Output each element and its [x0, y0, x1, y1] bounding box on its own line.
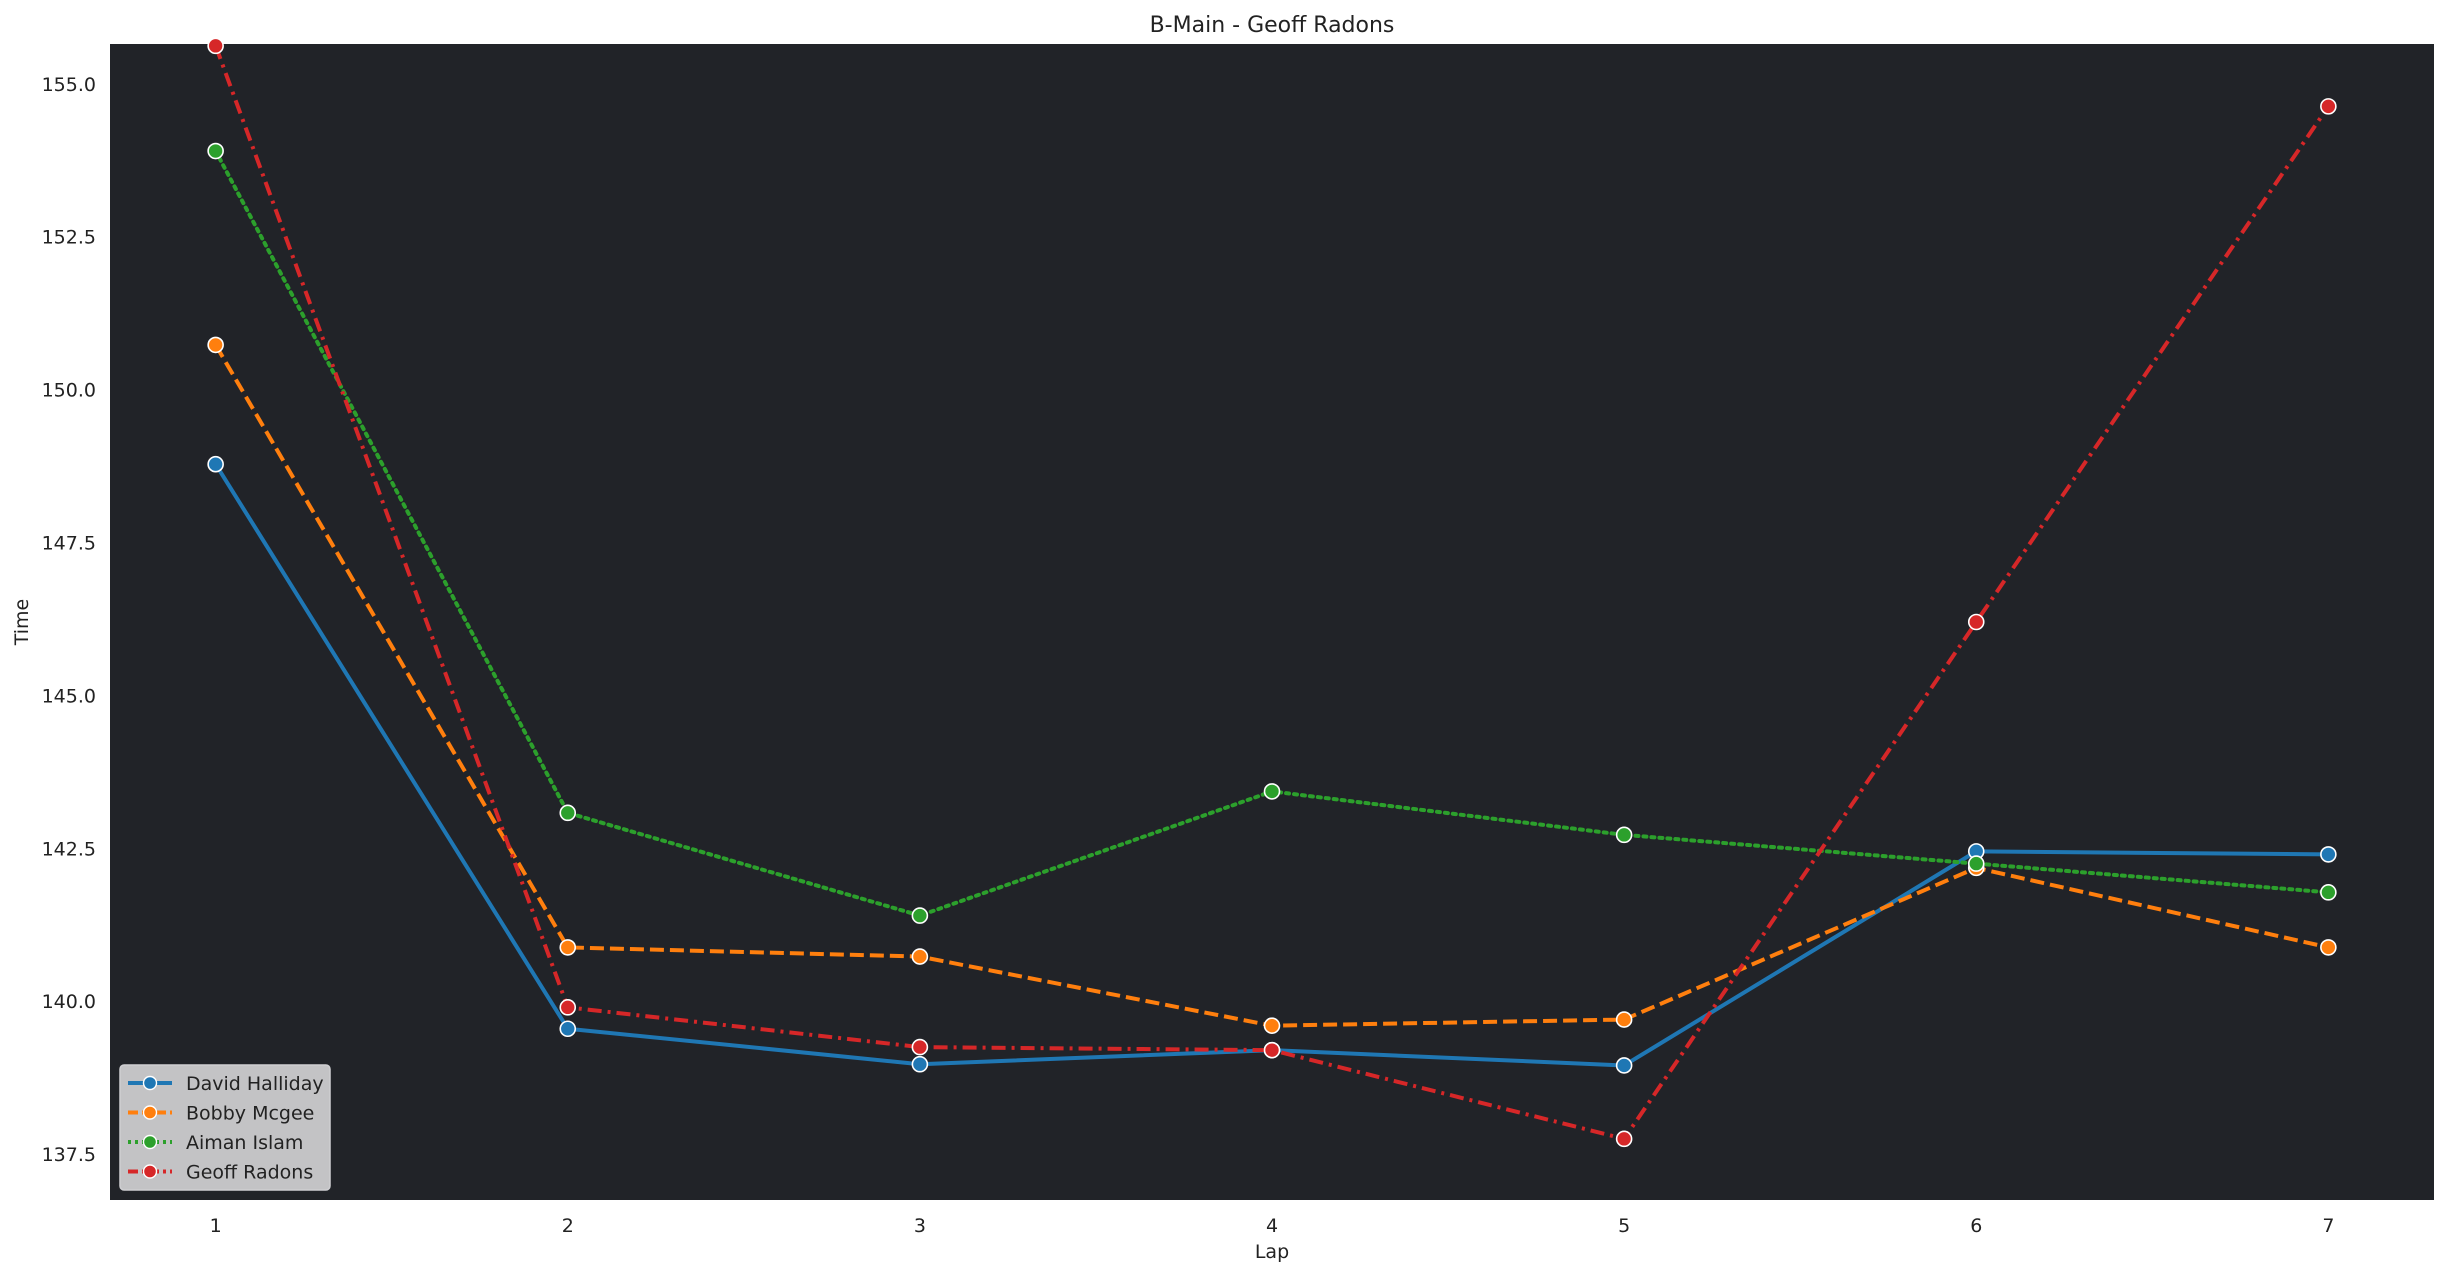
data-point: [2320, 939, 2337, 956]
data-point: [2320, 846, 2337, 863]
legend-item: Geoff Radons: [128, 1162, 313, 1184]
x-axis: 1 2 3 4 5 6 7: [210, 1215, 2335, 1237]
legend-label: David Halliday: [186, 1073, 324, 1095]
data-point: [2320, 884, 2337, 901]
data-point: [559, 1020, 577, 1038]
data-point: [207, 336, 224, 354]
data-point: [1967, 613, 1985, 631]
y-axis-label: Time: [11, 599, 33, 647]
data-point: [1615, 1130, 1633, 1148]
legend-item: Bobby Mcgee: [128, 1103, 314, 1125]
legend-label: Bobby Mcgee: [186, 1103, 314, 1125]
data-point: [1615, 826, 1633, 844]
data-point: [207, 455, 224, 473]
data-point: [1263, 1041, 1281, 1059]
x-tick-label: 1: [210, 1215, 222, 1237]
chart-title: B-Main - Geoff Radons: [1150, 13, 1395, 38]
data-point: [1263, 783, 1281, 800]
y-tick-label: 145.0: [42, 685, 96, 707]
data-point: [559, 804, 577, 822]
data-point: [2320, 98, 2337, 115]
legend-label: Aiman Islam: [186, 1132, 303, 1154]
data-point: [1967, 855, 1985, 872]
x-tick-label: 5: [1618, 1215, 1630, 1237]
y-tick-label: 137.5: [42, 1144, 96, 1166]
y-tick-label: 155.0: [42, 74, 96, 96]
data-point: [911, 1038, 929, 1056]
data-point: [1263, 1017, 1281, 1034]
x-tick-label: 6: [1970, 1215, 1982, 1237]
y-tick-label: 147.5: [42, 532, 96, 554]
y-tick-label: 152.5: [42, 227, 96, 249]
x-tick-label: 2: [562, 1215, 574, 1237]
legend-item: Aiman Islam: [128, 1132, 303, 1154]
legend-box: [119, 1064, 331, 1191]
y-axis: 137.5 140.0 142.5 145.0 147.5 150.0 152.5 155.0: [42, 74, 96, 1166]
data-point: [207, 37, 224, 55]
legend: David Halliday Bobby Mcgee Aiman Islam Geof…: [119, 1064, 331, 1191]
x-tick-label: 7: [2322, 1215, 2334, 1237]
legend-item: David Halliday: [128, 1073, 324, 1095]
legend-swatch-marker: [142, 1075, 158, 1091]
data-point: [911, 907, 929, 924]
y-tick-label: 142.5: [42, 838, 96, 860]
plot-area: [110, 44, 2434, 1200]
x-axis-label: Lap: [1255, 1241, 1289, 1263]
legend-swatch-marker: [142, 1105, 158, 1120]
x-tick-label: 3: [914, 1215, 926, 1237]
legend-label: Geoff Radons: [186, 1162, 313, 1184]
data-point: [559, 999, 577, 1016]
data-point: [559, 939, 577, 956]
legend-swatch-marker: [142, 1164, 158, 1179]
x-tick-label: 4: [1266, 1215, 1278, 1237]
series-aiman-islam: [207, 142, 2337, 924]
legend-swatch-marker: [142, 1134, 158, 1150]
series-geoff-radons: [207, 37, 2337, 1148]
data-point: [911, 1055, 929, 1073]
legend-items: David Halliday Bobby Mcgee Aiman Islam Geof…: [128, 1073, 324, 1184]
data-point: [207, 142, 224, 160]
data-point: [911, 948, 929, 965]
y-tick-label: 140.0: [42, 991, 96, 1013]
y-tick-label: 150.0: [42, 380, 96, 402]
series-layer: [207, 37, 2337, 1148]
data-point: [1615, 1011, 1633, 1028]
data-point: [1615, 1057, 1633, 1074]
